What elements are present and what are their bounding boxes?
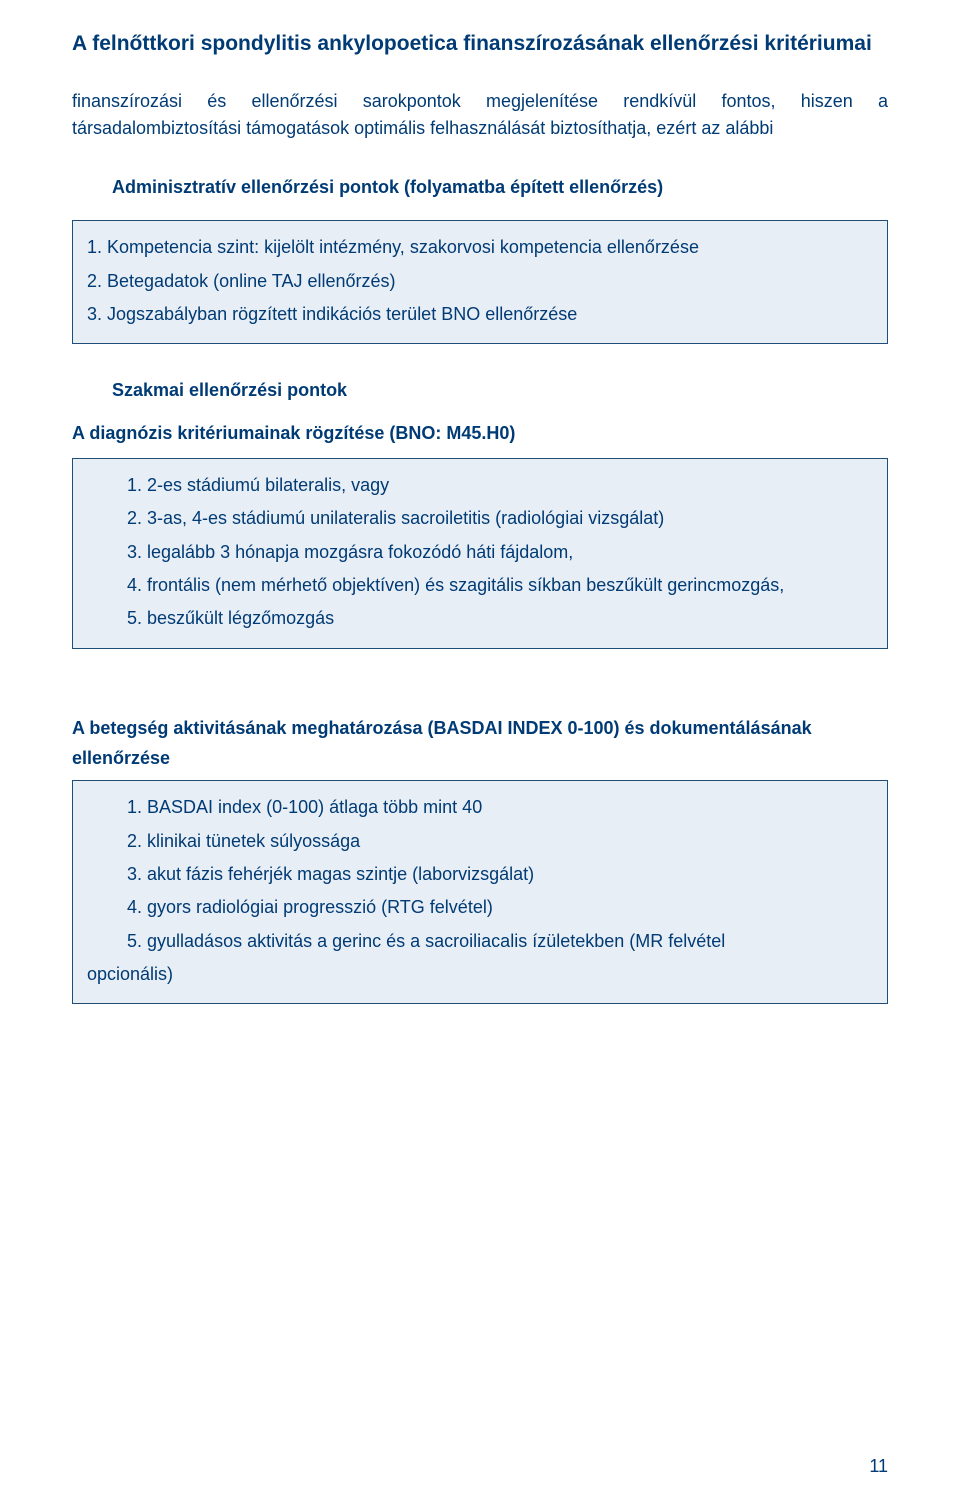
diagnosis-subheading: A diagnózis kritériumainak rögzítése (BN…: [72, 423, 888, 444]
basdai-subheading-line2: ellenőrzése: [72, 745, 888, 773]
list-item: 3. Jogszabályban rögzített indikációs te…: [87, 298, 873, 331]
list-item: 5. beszűkült légzőmozgás: [87, 602, 873, 635]
admin-box: 1. Kompetencia szint: kijelölt intézmény…: [72, 220, 888, 344]
intro-paragraph: finanszírozási és ellenőrzési sarokponto…: [72, 88, 888, 144]
page-number: 11: [869, 1456, 888, 1477]
list-item: 4. frontális (nem mérhető objektíven) és…: [87, 569, 873, 602]
basdai-subheading-line1: A betegség aktivitásának meghatározása (…: [72, 715, 888, 743]
spacer: [72, 685, 888, 715]
list-item: 4. gyors radiológiai progresszió (RTG fe…: [87, 891, 873, 924]
basdai-box: 1. BASDAI index (0-100) átlaga több mint…: [72, 780, 888, 1004]
admin-section-heading: Adminisztratív ellenőrzési pontok (folya…: [112, 177, 888, 198]
list-item-tail: opcionális): [87, 958, 873, 991]
document-page: A felnőttkori spondylitis ankylopoetica …: [0, 0, 960, 1501]
list-item: 1. Kompetencia szint: kijelölt intézmény…: [87, 231, 873, 264]
list-item: 2. klinikai tünetek súlyossága: [87, 825, 873, 858]
list-item: 2. 3-as, 4-es stádiumú unilateralis sacr…: [87, 502, 873, 535]
list-item: 2. Betegadatok (online TAJ ellenőrzés): [87, 265, 873, 298]
list-item: 1. 2-es stádiumú bilateralis, vagy: [87, 469, 873, 502]
page-title: A felnőttkori spondylitis ankylopoetica …: [72, 28, 888, 60]
diagnosis-box: 1. 2-es stádiumú bilateralis, vagy 2. 3-…: [72, 458, 888, 648]
list-item: 3. akut fázis fehérjék magas szintje (la…: [87, 858, 873, 891]
list-item: 1. BASDAI index (0-100) átlaga több mint…: [87, 791, 873, 824]
list-item: 5. gyulladásos aktivitás a gerinc és a s…: [87, 925, 873, 958]
szakmai-section-heading: Szakmai ellenőrzési pontok: [112, 380, 888, 401]
list-item: 3. legalább 3 hónapja mozgásra fokozódó …: [87, 536, 873, 569]
